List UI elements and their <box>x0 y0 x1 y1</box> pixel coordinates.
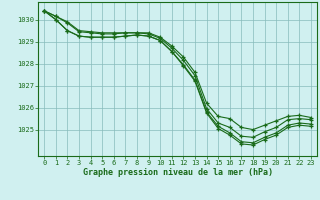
X-axis label: Graphe pression niveau de la mer (hPa): Graphe pression niveau de la mer (hPa) <box>83 168 273 177</box>
